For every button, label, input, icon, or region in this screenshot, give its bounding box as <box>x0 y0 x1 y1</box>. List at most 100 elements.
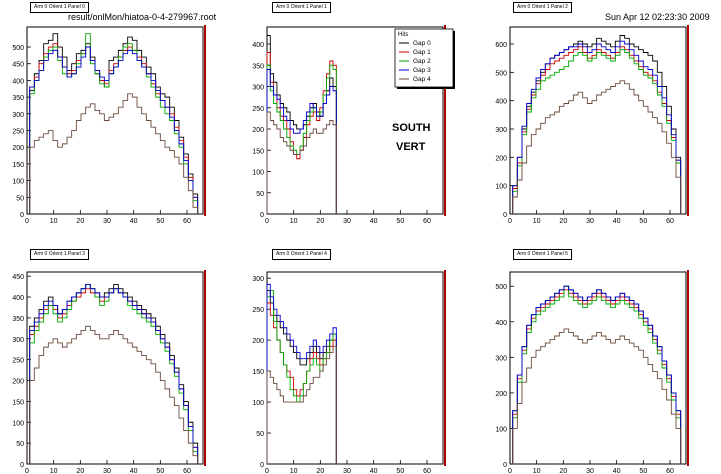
x-tick-label: 40 <box>130 218 138 225</box>
y-tick-label: 500 <box>12 45 24 52</box>
series-line <box>29 288 199 464</box>
legend-box <box>394 28 454 88</box>
y-tick-label: 100 <box>252 400 264 407</box>
x-tick-label: 20 <box>316 468 324 474</box>
y-tick-label: 300 <box>252 276 264 283</box>
series-line <box>512 49 682 214</box>
series-line <box>29 46 199 214</box>
y-tick-label: 100 <box>252 170 264 177</box>
y-tick-label: 50 <box>256 431 264 438</box>
panel-title: Arm 0 Orient 1 Panel 4 <box>272 249 331 260</box>
y-tick-label: 150 <box>12 162 24 169</box>
plot-frame <box>266 271 444 465</box>
series-line <box>512 46 682 214</box>
x-tick-label: 0 <box>25 218 29 225</box>
x-tick-label: 20 <box>76 218 84 225</box>
y-tick-label: 100 <box>12 179 24 186</box>
x-tick-label: 60 <box>183 218 191 225</box>
y-tick-label: 500 <box>495 284 507 291</box>
x-tick-label: 20 <box>559 468 567 474</box>
x-tick-label: 0 <box>25 468 29 474</box>
timestamp-label: Sun Apr 12 02:23:30 2009 <box>605 12 710 22</box>
series-line <box>266 290 337 464</box>
file-path-label: result/onlMon/hiatoa-0-4-279967.root <box>68 12 217 22</box>
x-tick-label: 30 <box>103 218 111 225</box>
x-tick-label: 60 <box>423 468 431 474</box>
series-line <box>512 40 682 214</box>
series-line <box>512 35 682 214</box>
y-tick-label: 50 <box>16 195 24 202</box>
x-tick-label: 60 <box>666 468 674 474</box>
x-tick-label: 0 <box>265 218 269 225</box>
y-tick-label: 450 <box>12 62 24 69</box>
series-line <box>29 93 199 214</box>
x-tick-label: 30 <box>103 468 111 474</box>
y-tick-label: 250 <box>12 358 24 365</box>
y-tick-label: 500 <box>495 70 507 77</box>
panel-title: Arm 0 Orient 1 Panel 5 <box>513 249 572 260</box>
series-line <box>266 111 337 214</box>
legend-title: Hits <box>398 32 408 38</box>
y-tick-label: 400 <box>495 99 507 106</box>
legend-entry: Gap 1 <box>413 49 431 56</box>
x-tick-label: 60 <box>183 468 191 474</box>
series-line <box>266 52 337 214</box>
panel-title: Arm 0 Orient 1 Panel 3 <box>30 249 89 260</box>
series-line <box>512 289 682 464</box>
y-tick-label: 400 <box>495 320 507 327</box>
y-tick-label: 200 <box>495 391 507 398</box>
x-tick-label: 40 <box>613 218 621 225</box>
y-tick-label: 150 <box>12 399 24 406</box>
series-line <box>266 345 337 464</box>
x-tick-label: 50 <box>156 468 164 474</box>
legend-entry: Gap 0 <box>413 40 431 47</box>
y-tick-label: 200 <box>12 145 24 152</box>
y-tick-label: 300 <box>12 112 24 119</box>
x-tick-label: 30 <box>343 468 351 474</box>
y-tick-label: 0 <box>503 212 507 219</box>
series-line <box>512 328 682 464</box>
south-label: SOUTH <box>392 122 431 134</box>
panel-title: Arm 0 Orient 1 Panel 0 <box>30 2 89 13</box>
y-tick-label: 400 <box>252 42 264 49</box>
legend-entry: Gap 4 <box>413 76 431 83</box>
vert-label: VERT <box>396 141 426 153</box>
y-tick-label: 150 <box>252 369 264 376</box>
y-tick-label: 300 <box>495 355 507 362</box>
y-tick-label: 350 <box>12 316 24 323</box>
legend-entry: Gap 3 <box>413 67 431 74</box>
y-tick-label: 600 <box>495 42 507 49</box>
series-line <box>512 285 682 464</box>
plot-frame <box>509 271 687 465</box>
x-tick-label: 50 <box>639 468 647 474</box>
y-tick-label: 0 <box>503 462 507 469</box>
series-line <box>29 325 199 464</box>
x-tick-label: 40 <box>130 468 138 474</box>
y-tick-label: 0 <box>260 462 264 469</box>
x-tick-label: 40 <box>613 468 621 474</box>
series-line <box>29 33 199 214</box>
y-tick-label: 200 <box>252 127 264 134</box>
x-tick-label: 20 <box>316 218 324 225</box>
y-tick-label: 400 <box>12 78 24 85</box>
x-tick-label: 10 <box>290 218 298 225</box>
y-tick-label: 0 <box>20 462 24 469</box>
y-tick-label: 450 <box>12 274 24 281</box>
x-tick-label: 10 <box>533 218 541 225</box>
legend-entry: Gap 2 <box>413 58 431 65</box>
x-tick-label: 40 <box>370 468 378 474</box>
x-tick-label: 10 <box>50 468 58 474</box>
series-line <box>512 285 682 464</box>
y-tick-label: 300 <box>12 337 24 344</box>
series-line <box>266 290 337 464</box>
x-tick-label: 40 <box>370 218 378 225</box>
y-tick-label: 300 <box>252 85 264 92</box>
y-tick-label: 300 <box>495 127 507 134</box>
x-tick-label: 20 <box>76 468 84 474</box>
series-line <box>512 285 682 464</box>
x-tick-label: 60 <box>423 218 431 225</box>
series-line <box>29 284 199 464</box>
y-tick-label: 350 <box>252 63 264 70</box>
y-tick-label: 0 <box>20 212 24 219</box>
